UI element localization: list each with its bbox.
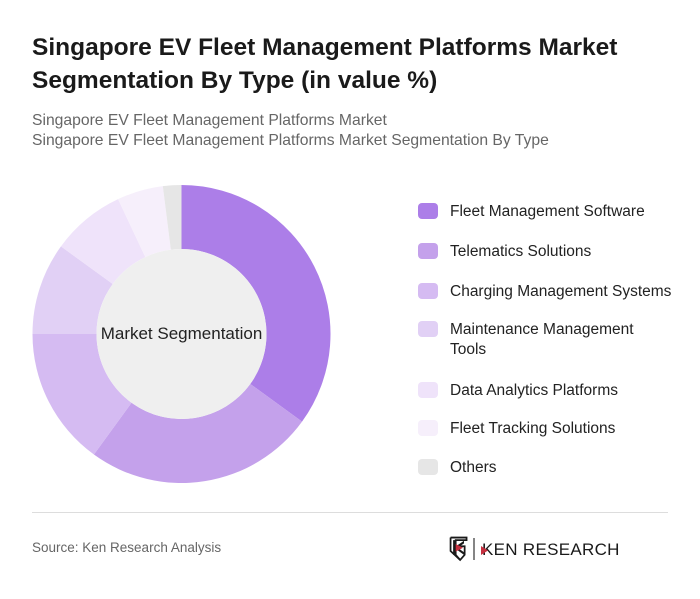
svg-text:Market Segmentation: Market Segmentation bbox=[101, 324, 263, 343]
svg-text:KEN RESEARCH: KEN RESEARCH bbox=[482, 540, 620, 559]
